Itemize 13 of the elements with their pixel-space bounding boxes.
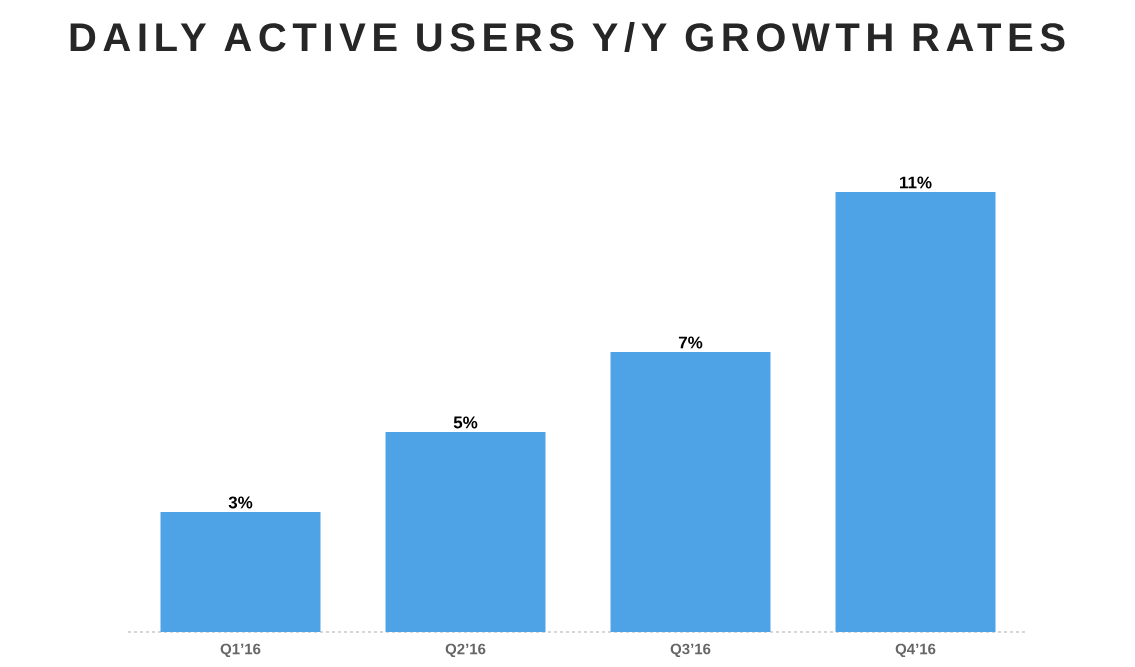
data-label: 3% bbox=[228, 496, 253, 509]
bar bbox=[835, 191, 996, 632]
bar bbox=[385, 432, 546, 632]
data-label: 7% bbox=[678, 336, 703, 349]
x-tick-label: Q4’16 bbox=[895, 643, 936, 658]
x-tick-label: Q1’16 bbox=[220, 643, 261, 658]
data-label: 5% bbox=[453, 416, 478, 429]
data-label: 11% bbox=[900, 176, 932, 189]
x-tick-label: Q2’16 bbox=[445, 643, 486, 658]
x-tick-label: Q3’16 bbox=[670, 643, 711, 658]
bar bbox=[610, 352, 771, 632]
bar bbox=[160, 512, 321, 632]
chart-title: DAILY ACTIVE USERS Y/Y GROWTH RATES bbox=[70, 22, 1065, 52]
